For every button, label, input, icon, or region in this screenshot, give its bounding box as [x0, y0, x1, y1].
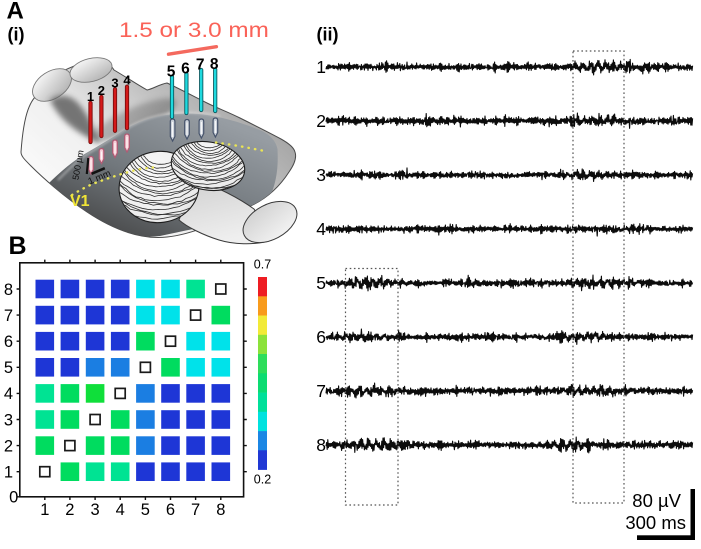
svg-text:2: 2: [316, 111, 326, 131]
svg-text:8: 8: [216, 501, 225, 519]
svg-text:1: 1: [40, 501, 49, 519]
svg-text:3: 3: [4, 411, 13, 429]
svg-text:80 µV: 80 µV: [632, 490, 681, 511]
svg-text:5: 5: [141, 501, 150, 519]
svg-text:2: 2: [65, 501, 74, 519]
svg-text:A: A: [7, 0, 24, 25]
svg-text:8: 8: [210, 56, 219, 73]
svg-text:2: 2: [4, 437, 13, 455]
svg-text:7: 7: [316, 381, 326, 401]
svg-text:B: B: [9, 232, 27, 260]
svg-text:0: 0: [9, 489, 18, 507]
svg-text:3: 3: [316, 165, 326, 185]
svg-text:4: 4: [316, 219, 326, 239]
svg-text:0.7: 0.7: [254, 258, 271, 272]
svg-text:5: 5: [167, 64, 176, 81]
svg-text:7: 7: [191, 501, 200, 519]
svg-text:6: 6: [316, 327, 326, 347]
svg-text:5: 5: [4, 359, 13, 377]
svg-text:V1: V1: [70, 193, 90, 210]
svg-text:6: 6: [166, 501, 175, 519]
svg-text:4: 4: [116, 501, 125, 519]
svg-text:1.5 or 3.0 mm: 1.5 or 3.0 mm: [119, 17, 269, 41]
svg-text:7: 7: [4, 307, 13, 325]
svg-text:300 ms: 300 ms: [625, 512, 686, 533]
svg-text:8: 8: [4, 281, 13, 299]
svg-text:6: 6: [4, 333, 13, 351]
svg-text:1: 1: [316, 57, 326, 77]
svg-text:7: 7: [196, 57, 205, 74]
svg-text:8: 8: [316, 435, 326, 455]
svg-text:1: 1: [4, 464, 13, 482]
svg-text:1: 1: [87, 89, 94, 104]
svg-text:4: 4: [123, 73, 131, 88]
svg-text:5: 5: [316, 273, 326, 293]
svg-text:(i): (i): [8, 25, 25, 45]
svg-text:3: 3: [91, 501, 100, 519]
svg-text:6: 6: [181, 61, 190, 78]
svg-text:(ii): (ii): [317, 25, 339, 45]
svg-text:0.2: 0.2: [254, 473, 271, 487]
svg-text:4: 4: [4, 385, 13, 403]
svg-text:2: 2: [98, 83, 105, 98]
svg-text:3: 3: [111, 75, 118, 90]
